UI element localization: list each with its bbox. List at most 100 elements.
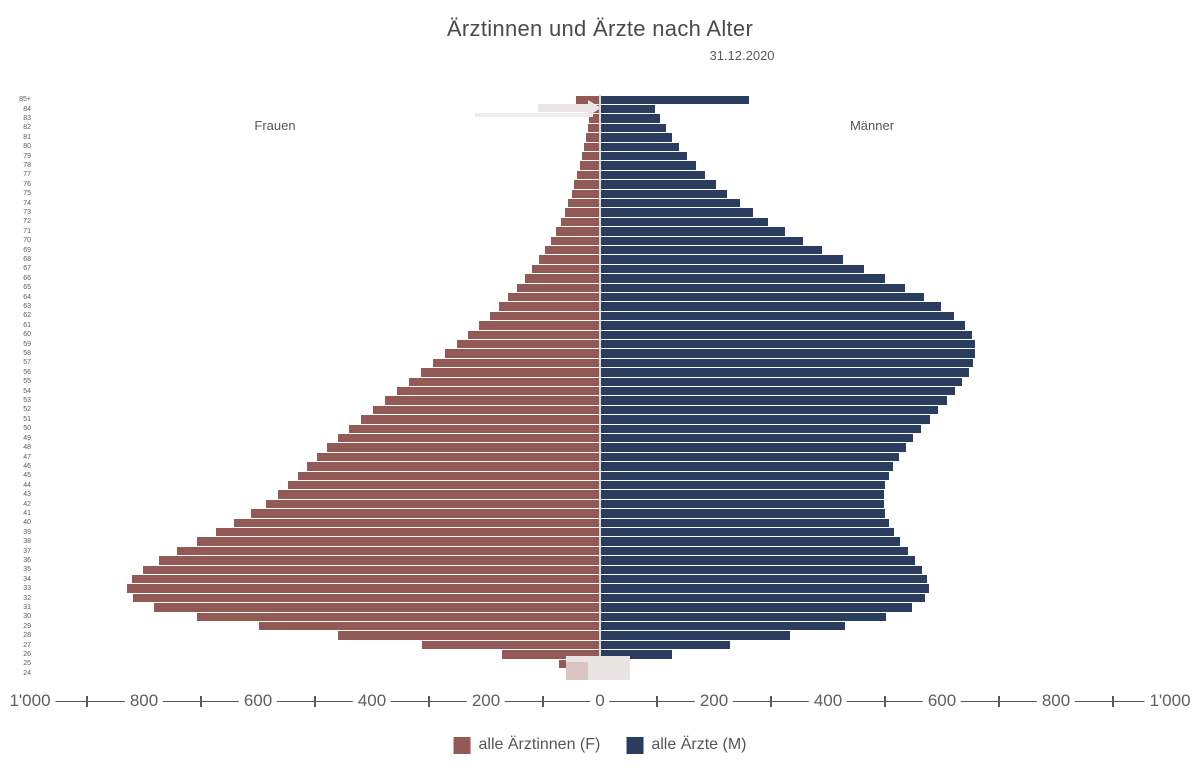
bar-frauen[interactable] <box>278 490 599 499</box>
bar-maenner[interactable] <box>601 518 889 528</box>
bar-maenner[interactable] <box>601 95 750 104</box>
bar-maenner[interactable] <box>601 189 727 198</box>
bar-maenner[interactable] <box>601 499 884 509</box>
bar-frauen[interactable] <box>421 368 599 377</box>
bar-frauen[interactable] <box>564 208 599 217</box>
bar-maenner[interactable] <box>601 650 672 659</box>
bar-frauen[interactable] <box>581 151 599 161</box>
bar-maenner[interactable] <box>601 462 894 471</box>
bar-maenner[interactable] <box>601 133 673 142</box>
bar-maenner[interactable] <box>601 349 976 358</box>
bar-maenner[interactable] <box>601 302 941 311</box>
bar-frauen[interactable] <box>316 452 599 462</box>
bar-maenner[interactable] <box>601 481 886 490</box>
bar-frauen[interactable] <box>468 330 599 339</box>
bar-frauen[interactable] <box>154 603 599 612</box>
bar-frauen[interactable] <box>489 311 599 321</box>
bar-frauen[interactable] <box>132 593 599 603</box>
bar-frauen[interactable] <box>560 217 599 227</box>
bar-frauen[interactable] <box>457 339 599 349</box>
bar-frauen[interactable] <box>577 170 599 180</box>
bar-frauen[interactable] <box>585 133 599 142</box>
bar-frauen[interactable] <box>251 509 599 518</box>
bar-maenner[interactable] <box>601 180 716 189</box>
bar-frauen[interactable] <box>479 321 599 330</box>
bar-maenner[interactable] <box>601 434 914 443</box>
legend-item-frauen[interactable]: alle Ärztinnen (F) <box>453 736 600 754</box>
bar-maenner[interactable] <box>601 443 906 452</box>
bar-frauen[interactable] <box>131 575 599 584</box>
bar-frauen[interactable] <box>361 415 599 424</box>
bar-frauen[interactable] <box>502 650 599 659</box>
bar-maenner[interactable] <box>601 227 785 236</box>
bar-maenner[interactable] <box>601 114 661 123</box>
bar-frauen[interactable] <box>508 292 599 302</box>
bar-maenner[interactable] <box>601 339 975 349</box>
bar-maenner[interactable] <box>601 292 925 302</box>
bar-maenner[interactable] <box>601 612 886 622</box>
bar-maenner[interactable] <box>601 509 886 518</box>
bar-frauen[interactable] <box>385 396 599 405</box>
bar-maenner[interactable] <box>601 264 864 274</box>
bar-frauen[interactable] <box>539 255 599 264</box>
bar-frauen[interactable] <box>579 161 599 170</box>
bar-maenner[interactable] <box>601 622 845 631</box>
bar-maenner[interactable] <box>601 170 706 180</box>
bar-frauen[interactable] <box>177 546 599 556</box>
bar-frauen[interactable] <box>545 245 599 255</box>
bar-maenner[interactable] <box>601 217 768 227</box>
bar-maenner[interactable] <box>601 161 696 170</box>
bar-frauen[interactable] <box>196 612 599 622</box>
bar-maenner[interactable] <box>601 283 906 292</box>
bar-maenner[interactable] <box>601 198 740 208</box>
bar-frauen[interactable] <box>234 518 599 528</box>
bar-maenner[interactable] <box>601 424 922 433</box>
bar-maenner[interactable] <box>601 490 884 499</box>
bar-maenner[interactable] <box>601 537 901 546</box>
bar-maenner[interactable] <box>601 274 885 283</box>
bar-maenner[interactable] <box>601 471 889 481</box>
bar-frauen[interactable] <box>307 462 599 471</box>
bar-maenner[interactable] <box>601 321 965 330</box>
bar-maenner[interactable] <box>601 631 791 640</box>
bar-maenner[interactable] <box>601 245 823 255</box>
bar-maenner[interactable] <box>601 452 900 462</box>
bar-maenner[interactable] <box>601 546 908 556</box>
bar-frauen[interactable] <box>584 142 599 151</box>
legend-item-maenner[interactable]: alle Ärzte (M) <box>626 736 746 754</box>
bar-frauen[interactable] <box>288 481 599 490</box>
bar-frauen[interactable] <box>215 528 599 537</box>
bar-frauen[interactable] <box>266 499 599 509</box>
bar-frauen[interactable] <box>259 622 599 631</box>
bar-frauen[interactable] <box>337 434 599 443</box>
bar-frauen[interactable] <box>349 424 599 433</box>
bar-maenner[interactable] <box>601 330 972 339</box>
bar-frauen[interactable] <box>158 556 599 565</box>
bar-maenner[interactable] <box>601 556 916 565</box>
bar-maenner[interactable] <box>601 584 929 593</box>
bar-frauen[interactable] <box>516 283 599 292</box>
bar-frauen[interactable] <box>409 377 599 386</box>
bar-frauen[interactable] <box>298 471 599 481</box>
bar-frauen[interactable] <box>587 123 599 133</box>
bar-frauen[interactable] <box>327 443 599 452</box>
bar-maenner[interactable] <box>601 142 680 151</box>
bar-maenner[interactable] <box>601 123 666 133</box>
bar-frauen[interactable] <box>574 180 599 189</box>
bar-frauen[interactable] <box>499 302 599 311</box>
bar-maenner[interactable] <box>601 358 974 368</box>
bar-frauen[interactable] <box>196 537 599 546</box>
bar-frauen[interactable] <box>445 349 599 358</box>
bar-frauen[interactable] <box>532 264 599 274</box>
bar-frauen[interactable] <box>588 114 599 123</box>
bar-frauen[interactable] <box>568 198 599 208</box>
bar-maenner[interactable] <box>601 368 969 377</box>
bar-frauen[interactable] <box>433 358 599 368</box>
bar-maenner[interactable] <box>601 396 947 405</box>
bar-maenner[interactable] <box>601 405 939 415</box>
bar-maenner[interactable] <box>601 415 930 424</box>
bar-frauen[interactable] <box>422 640 599 650</box>
bar-frauen[interactable] <box>524 274 599 283</box>
bar-maenner[interactable] <box>601 640 730 650</box>
bar-frauen[interactable] <box>397 387 599 396</box>
